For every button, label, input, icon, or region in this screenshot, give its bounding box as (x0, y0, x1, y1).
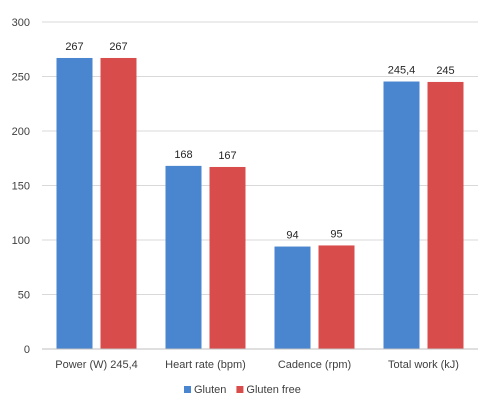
y-tick-label: 250 (12, 72, 30, 84)
data-label: 95 (330, 228, 342, 240)
category-label: Total work (kJ) (388, 359, 459, 371)
y-tick-label: 200 (12, 126, 30, 138)
y-tick-label: 50 (18, 290, 30, 302)
data-label: 94 (286, 230, 298, 242)
legend-label: Gluten (194, 384, 226, 396)
bar-gluten-1 (165, 165, 202, 349)
y-tick-label: 0 (24, 344, 30, 356)
legend-swatch-gluten-free (236, 386, 244, 393)
legend: Gluten Gluten free (184, 384, 301, 396)
y-tick-label: 150 (12, 181, 30, 193)
bars (56, 57, 464, 349)
category-label: Power (W) 245,4 (55, 359, 138, 371)
y-tick-label: 100 (12, 235, 30, 247)
bar-gluten-2 (274, 246, 311, 349)
legend-swatch-gluten (184, 386, 191, 393)
category-labels: Power (W) 245,4 Heart rate (bpm) Cadence (… (55, 359, 459, 371)
data-label: 168 (174, 149, 192, 161)
data-label: 267 (65, 41, 83, 53)
legend-label: Gluten free (246, 384, 300, 396)
category-label: Cadence (rpm) (278, 359, 351, 371)
data-labels: 267 267 168 167 94 95 245,4 245 (65, 41, 454, 242)
y-axis-ticks: 0 50 100 150 200 250 300 (12, 17, 30, 356)
bar-gluten-free-2 (318, 245, 355, 349)
data-label: 245,4 (388, 65, 416, 77)
bar-gluten-0 (56, 57, 93, 349)
bar-gluten-free-3 (427, 81, 464, 349)
bar-gluten-free-0 (100, 57, 137, 349)
data-label: 245 (436, 65, 454, 77)
bar-gluten-3 (383, 81, 420, 349)
y-tick-label: 300 (12, 17, 30, 29)
bar-gluten-free-1 (209, 166, 246, 349)
category-label: Heart rate (bpm) (165, 359, 246, 371)
data-label: 267 (109, 41, 127, 53)
data-label: 167 (218, 150, 236, 162)
